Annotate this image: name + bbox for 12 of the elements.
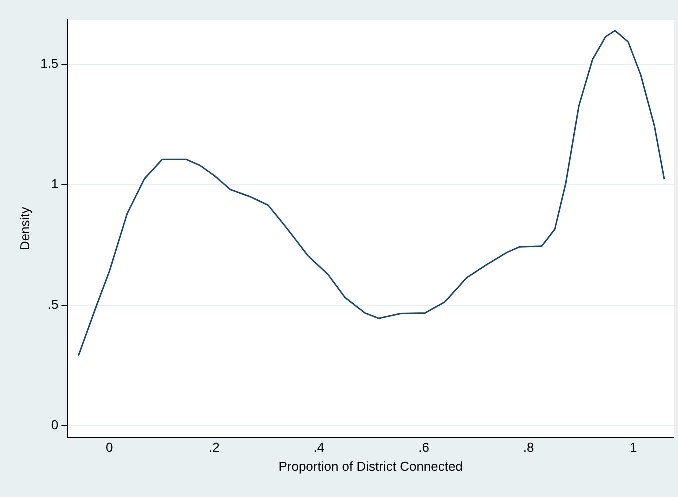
y-axis-title: Density — [17, 206, 32, 251]
x-tick-label: 0 — [106, 440, 114, 456]
y-tick-label: 1.5 — [40, 56, 59, 72]
x-tick-label: .8 — [523, 440, 534, 456]
x-tick-label: .6 — [418, 440, 430, 456]
x-tick-label: 1 — [630, 440, 638, 456]
x-axis-title: Proportion of District Connected — [278, 458, 463, 474]
y-tick-label: 1 — [51, 176, 59, 192]
y-tick-label: 0 — [51, 417, 59, 432]
x-tick-label: .4 — [314, 440, 325, 456]
x-tick-label: .2 — [208, 440, 220, 456]
y-tick-label: .5 — [48, 296, 59, 312]
